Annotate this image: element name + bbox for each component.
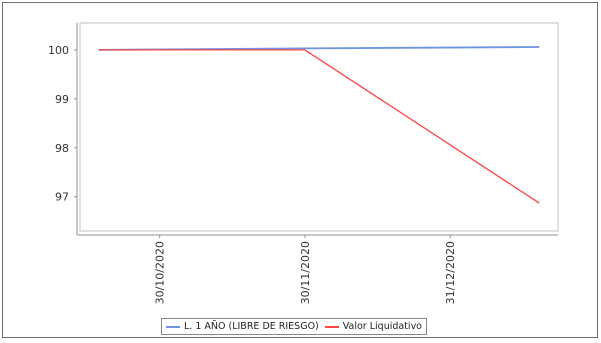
series-layer [98,46,540,204]
x-tick-label: 30/10/2020 [154,241,167,304]
y-tick-label: 98 [55,142,69,155]
y-tick-label: 97 [55,191,69,204]
x-tick-label: 31/12/2020 [444,241,457,304]
chart-frame: 97 98 99 100 30/10/2020 30/11/2020 31/12/2020 … [2,2,598,338]
series-line-2 [98,49,540,204]
legend-swatch [166,325,180,328]
legend-item-2: Valor Liquidativo [324,321,422,332]
x-tick-label: 30/11/2020 [299,241,312,304]
plot-area [79,22,559,232]
line-chart: 97 98 99 100 30/10/2020 30/11/2020 31/12/2020 [48,22,559,304]
legend: L. 1 AÑO (LIBRE DE RIESGO) Valor Liquidat… [161,318,427,335]
axes: 97 98 99 100 30/10/2020 30/11/2020 31/12/2020 [48,23,558,304]
legend-label: Valor Liquidativo [342,321,422,332]
legend-swatch [324,325,339,328]
y-tick-label: 99 [55,93,69,106]
legend-item-1: L. 1 AÑO (LIBRE DE RIESGO) [166,321,319,332]
y-tick-label: 100 [48,44,69,57]
legend-label: L. 1 AÑO (LIBRE DE RIESGO) [184,321,319,332]
